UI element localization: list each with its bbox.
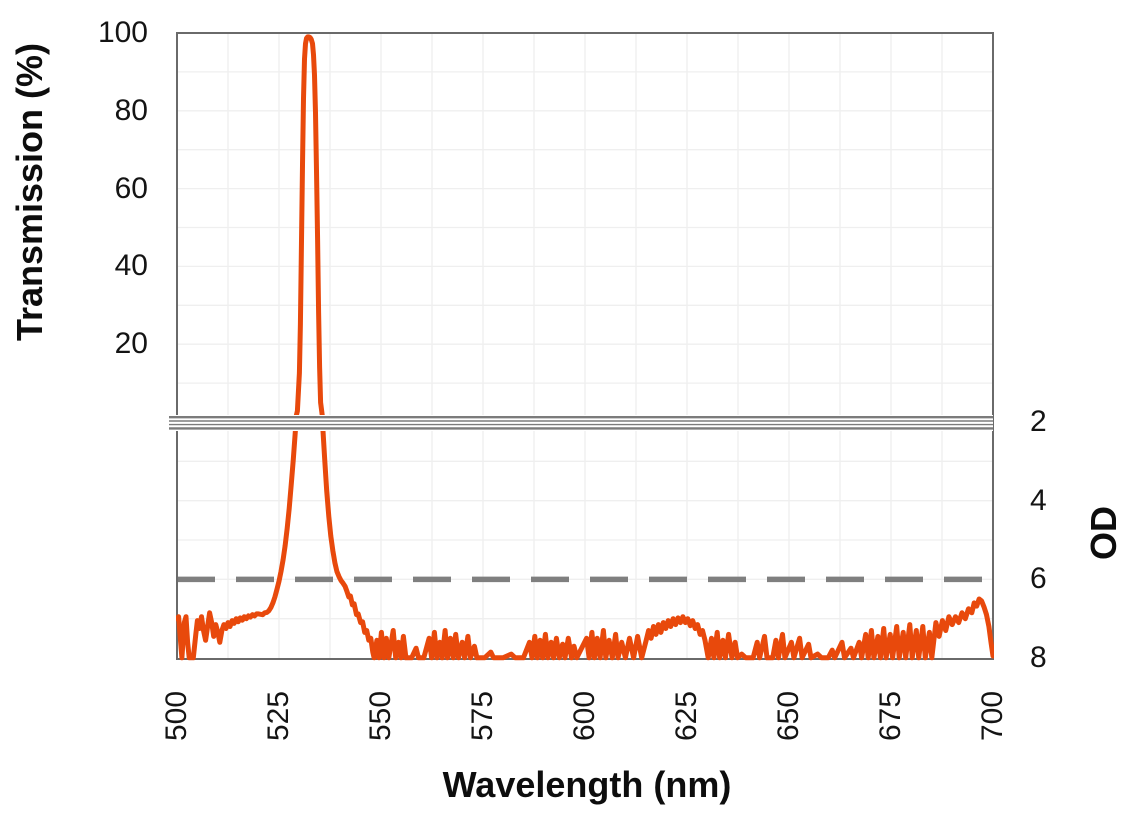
spectrum-plot: [169, 32, 994, 661]
x-tick-label: 650: [772, 690, 805, 742]
y-left-tick-label: 80: [114, 93, 148, 127]
y-right-tick-label: 4: [1030, 483, 1047, 517]
plot-border: [176, 32, 994, 660]
x-tick-label: 575: [466, 690, 499, 742]
x-tick-label: 500: [160, 690, 193, 742]
y-right-axis-title: OD: [1083, 506, 1124, 560]
x-axis-title: Wavelength (nm): [442, 764, 732, 805]
x-tick-label: 625: [670, 690, 703, 742]
y-left-axis-title: Transmission (%): [9, 42, 50, 342]
x-tick-label: 600: [568, 690, 601, 742]
y-left-tick-label: 20: [114, 327, 148, 361]
y-right-tick-label: 8: [1030, 640, 1047, 674]
y-left-tick-label: 60: [114, 171, 148, 205]
x-tick-label: 525: [262, 690, 295, 742]
y-right-tick-label: 6: [1030, 562, 1047, 596]
x-tick-label: 700: [976, 690, 1009, 742]
od-curve: [176, 430, 994, 661]
x-tick-label: 675: [874, 690, 907, 742]
y-left-tick-label: 100: [97, 16, 148, 49]
y-left-tick-label: 40: [114, 249, 148, 283]
x-tick-label: 550: [364, 690, 397, 742]
axis-break-band: [169, 415, 993, 431]
y-right-tick-label: 2: [1030, 405, 1047, 438]
